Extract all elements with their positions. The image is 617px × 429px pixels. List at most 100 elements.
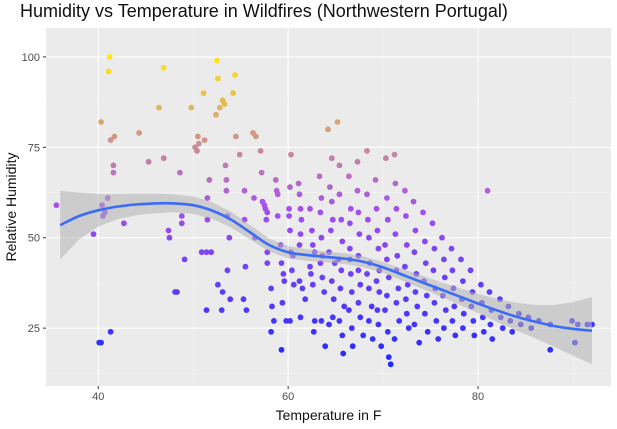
data-point bbox=[499, 325, 506, 331]
data-point bbox=[412, 289, 419, 295]
data-point bbox=[373, 278, 380, 284]
data-point bbox=[223, 177, 230, 183]
data-point bbox=[458, 256, 464, 263]
data-point bbox=[422, 260, 429, 266]
data-point bbox=[90, 231, 97, 238]
data-point bbox=[348, 325, 355, 331]
data-point bbox=[383, 155, 389, 162]
data-point bbox=[241, 187, 248, 194]
y-tick-label: 50 bbox=[28, 233, 40, 245]
data-point bbox=[178, 213, 185, 219]
data-point bbox=[145, 158, 152, 165]
data-point bbox=[330, 296, 337, 303]
data-point bbox=[263, 216, 270, 223]
data-point bbox=[402, 187, 408, 194]
data-point bbox=[201, 137, 208, 144]
data-point bbox=[372, 177, 379, 183]
data-point bbox=[206, 177, 213, 183]
data-point bbox=[278, 346, 285, 353]
data-point bbox=[328, 278, 335, 284]
data-point bbox=[307, 205, 313, 212]
data-point bbox=[340, 350, 347, 357]
data-point bbox=[449, 318, 456, 324]
data-point bbox=[111, 133, 118, 140]
data-point bbox=[224, 267, 231, 274]
data-point bbox=[322, 343, 329, 350]
data-point bbox=[411, 249, 418, 256]
data-point bbox=[203, 307, 210, 313]
data-point bbox=[484, 187, 491, 194]
data-point bbox=[403, 242, 410, 248]
data-point bbox=[422, 310, 428, 317]
data-point bbox=[328, 227, 334, 234]
data-point bbox=[470, 318, 477, 324]
data-point bbox=[253, 133, 259, 140]
data-point bbox=[334, 119, 341, 125]
data-point bbox=[449, 267, 456, 274]
data-point bbox=[311, 318, 318, 324]
data-point bbox=[422, 238, 428, 245]
data-point bbox=[451, 303, 458, 310]
y-tick-label: 25 bbox=[28, 323, 40, 335]
data-point bbox=[251, 195, 257, 201]
data-point bbox=[431, 299, 438, 306]
data-point bbox=[394, 252, 401, 259]
data-point bbox=[181, 256, 188, 263]
data-point bbox=[208, 249, 215, 256]
data-point bbox=[354, 187, 361, 194]
data-point bbox=[391, 336, 398, 342]
data-point bbox=[279, 299, 286, 306]
data-point bbox=[258, 169, 265, 176]
data-point bbox=[384, 328, 391, 335]
data-point bbox=[107, 137, 114, 144]
data-point bbox=[420, 209, 426, 216]
data-point bbox=[355, 267, 362, 274]
y-axis-title: Relative Humidity bbox=[3, 153, 19, 262]
data-point bbox=[264, 260, 271, 266]
data-point bbox=[105, 68, 112, 75]
data-point bbox=[295, 180, 302, 187]
data-point bbox=[221, 101, 228, 107]
data-point bbox=[296, 242, 303, 248]
data-point bbox=[287, 184, 293, 191]
data-point bbox=[278, 260, 285, 266]
data-point bbox=[107, 328, 114, 335]
data-point bbox=[348, 289, 355, 295]
data-point bbox=[368, 303, 375, 310]
data-point bbox=[364, 148, 370, 154]
data-point bbox=[403, 213, 409, 219]
data-point bbox=[194, 148, 200, 154]
data-point bbox=[296, 191, 303, 198]
data-point bbox=[274, 191, 281, 198]
data-point bbox=[227, 296, 234, 303]
data-point bbox=[196, 140, 202, 147]
data-point bbox=[412, 227, 419, 234]
data-point bbox=[287, 318, 293, 324]
data-point bbox=[376, 289, 383, 295]
data-point bbox=[347, 205, 354, 212]
data-point bbox=[222, 162, 229, 169]
data-point bbox=[487, 321, 494, 328]
data-point bbox=[317, 209, 324, 216]
data-point bbox=[297, 314, 304, 321]
data-point bbox=[53, 202, 60, 209]
data-point bbox=[374, 227, 381, 234]
data-point bbox=[410, 198, 417, 205]
data-point bbox=[392, 180, 399, 187]
data-point bbox=[214, 57, 220, 64]
data-point bbox=[385, 354, 392, 360]
data-point bbox=[403, 296, 409, 303]
data-point bbox=[382, 242, 388, 248]
data-point bbox=[160, 155, 167, 162]
data-point bbox=[328, 155, 335, 162]
data-point bbox=[387, 361, 394, 368]
data-point bbox=[280, 271, 287, 277]
data-point bbox=[357, 314, 364, 321]
data-point bbox=[213, 111, 219, 118]
data-point bbox=[195, 133, 201, 140]
data-point bbox=[286, 205, 292, 212]
data-point bbox=[375, 321, 382, 328]
data-point bbox=[110, 162, 117, 169]
data-point bbox=[441, 325, 447, 331]
data-point bbox=[204, 216, 211, 223]
